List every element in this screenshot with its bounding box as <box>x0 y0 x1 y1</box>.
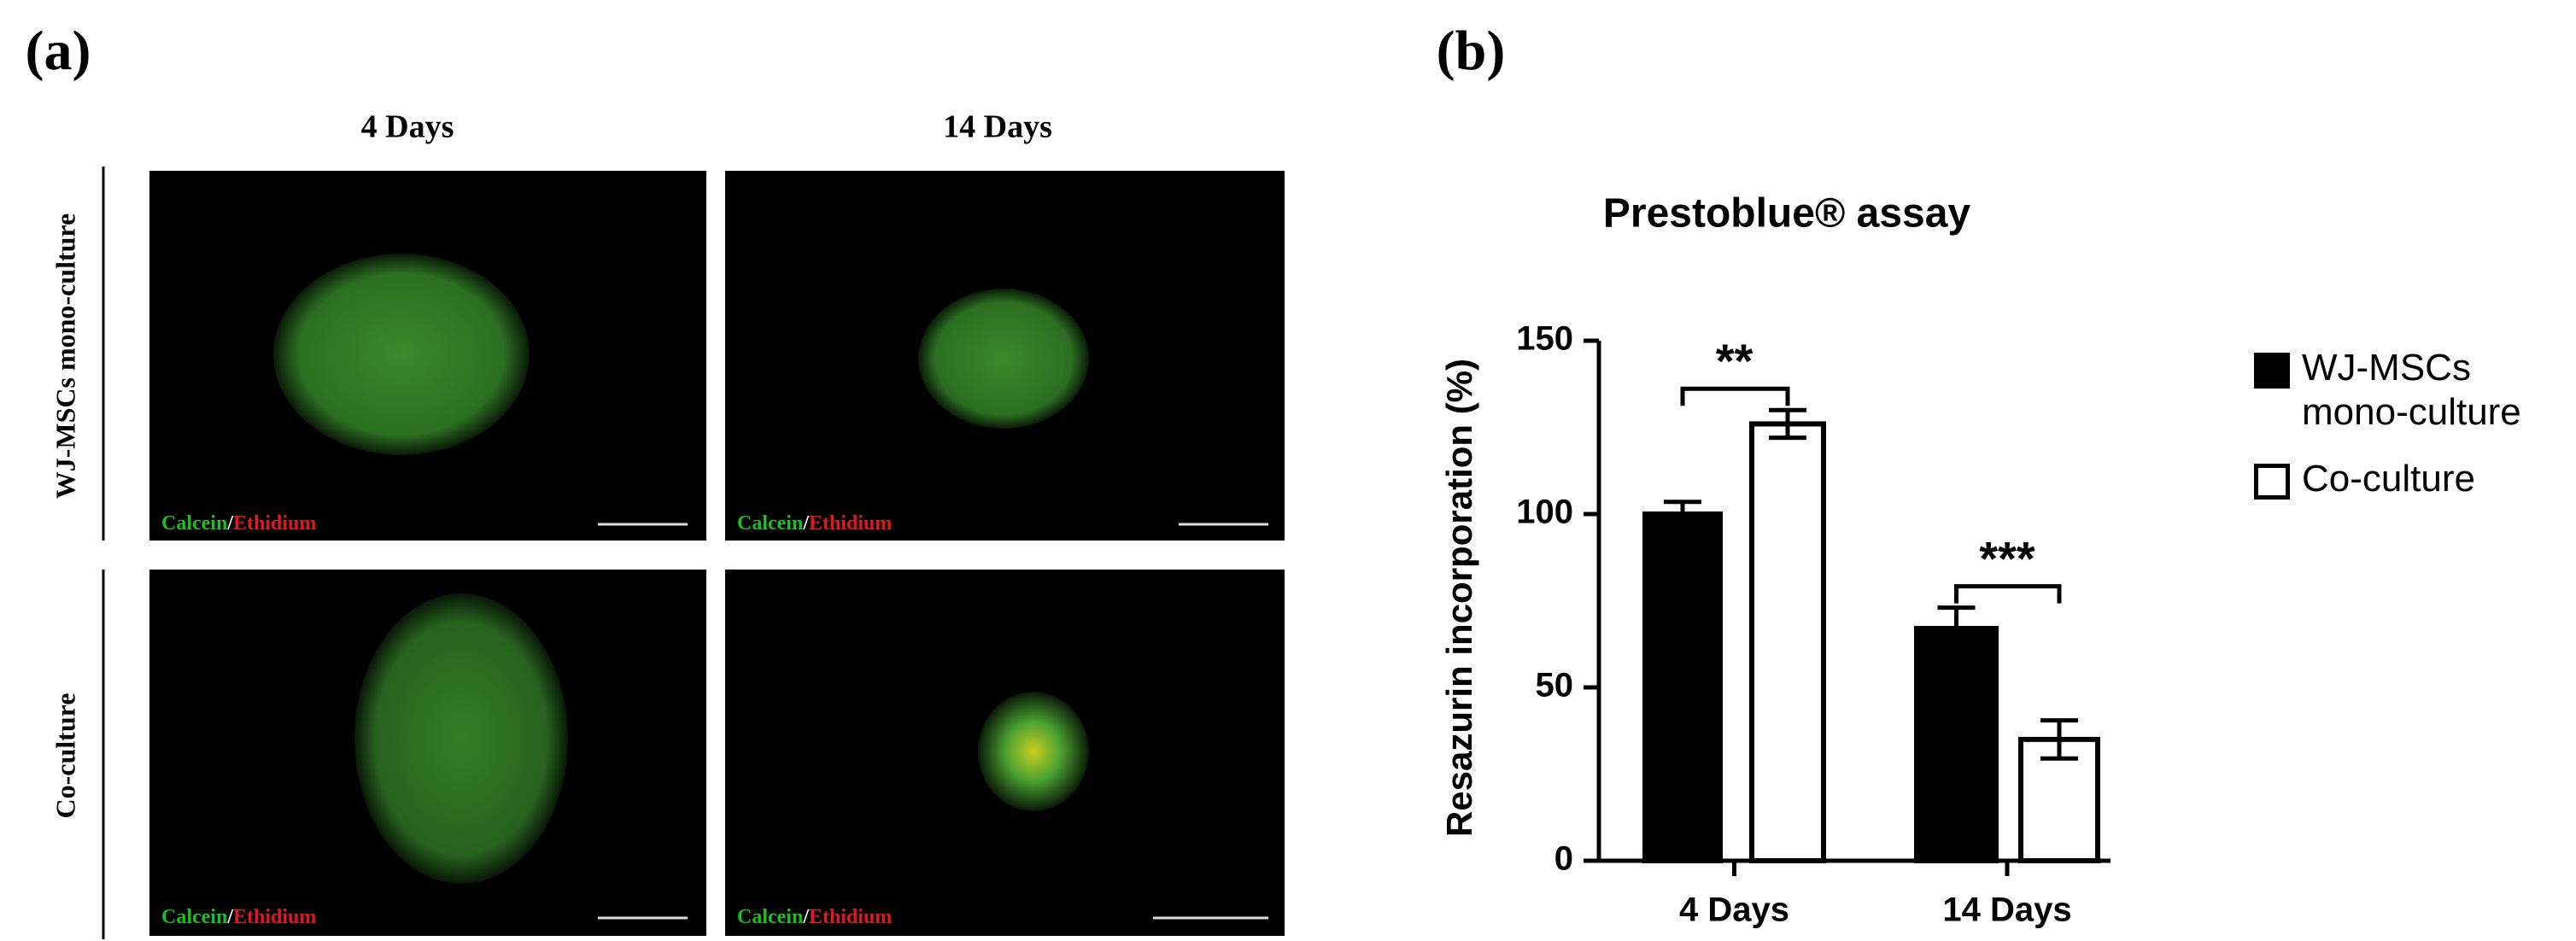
bar <box>1642 511 1723 863</box>
stain-caption: Calcein/Ethidium <box>161 512 316 535</box>
row-label: Co-culture <box>50 693 80 819</box>
legend-item: WJ-MSCs mono-culture <box>2254 346 2576 435</box>
stain-word: / <box>802 906 809 928</box>
y-tick-label: 0 <box>1554 840 1573 878</box>
stain-word: Ethidium <box>233 512 316 535</box>
x-tick-label: 14 Days <box>1942 891 2071 929</box>
spheroid <box>978 692 1089 811</box>
stain-caption: Calcein/Ethidium <box>737 906 892 928</box>
stain-word: Ethidium <box>233 906 316 928</box>
y-tick-label: 100 <box>1516 494 1573 531</box>
stain-word: / <box>226 512 233 535</box>
y-tick-label: 50 <box>1536 667 1574 704</box>
stain-word: Calcein <box>737 906 803 928</box>
x-tick-label: 4 Days <box>1679 891 1789 929</box>
stain-word: Ethidium <box>809 906 892 928</box>
column-header: 4 Days <box>361 109 454 145</box>
bar <box>1749 421 1826 863</box>
error-bar <box>1664 500 1701 529</box>
stain-word: Calcein <box>161 512 227 535</box>
spheroid <box>918 289 1089 429</box>
significance-bracket <box>1680 386 1790 406</box>
spheroid <box>273 254 530 455</box>
row-label: WJ-MSCs mono-culture <box>50 213 80 500</box>
spheroid <box>354 593 568 884</box>
bar <box>1914 625 1999 863</box>
error-bar <box>2040 718 2078 761</box>
error-bar <box>1769 407 1806 441</box>
significance-bracket <box>1954 584 2062 604</box>
y-tick-label: 150 <box>1516 320 1573 358</box>
stain-caption: Calcein/Ethidium <box>161 906 316 928</box>
stain-word: Calcein <box>737 512 803 535</box>
stain-word: / <box>226 906 233 928</box>
stain-word: Calcein <box>161 906 227 928</box>
legend-item: Co-culture <box>2254 457 2576 501</box>
panel-label: (a) <box>26 20 91 82</box>
significance-stars: *** <box>1979 531 2035 585</box>
legend-label: WJ-MSCs mono-culture <box>2302 347 2521 433</box>
panel-label: (b) <box>1437 20 1506 82</box>
stain-caption: Calcein/Ethidium <box>737 512 892 535</box>
y-axis-label: Resazurin incorporation (%) <box>1439 359 1479 837</box>
legend-label: Co-culture <box>2302 458 2475 500</box>
stain-word: Ethidium <box>809 512 892 535</box>
stain-word: / <box>802 512 809 535</box>
significance-stars: ** <box>1716 334 1753 388</box>
legend-swatch <box>2254 353 2290 389</box>
error-bar <box>1937 605 1976 652</box>
legend-swatch <box>2254 464 2290 500</box>
legend: WJ-MSCs mono-culture Co-culture <box>2254 346 2576 523</box>
chart-title: Prestoblue® assay <box>1603 191 1971 237</box>
column-header: 14 Days <box>943 109 1052 145</box>
